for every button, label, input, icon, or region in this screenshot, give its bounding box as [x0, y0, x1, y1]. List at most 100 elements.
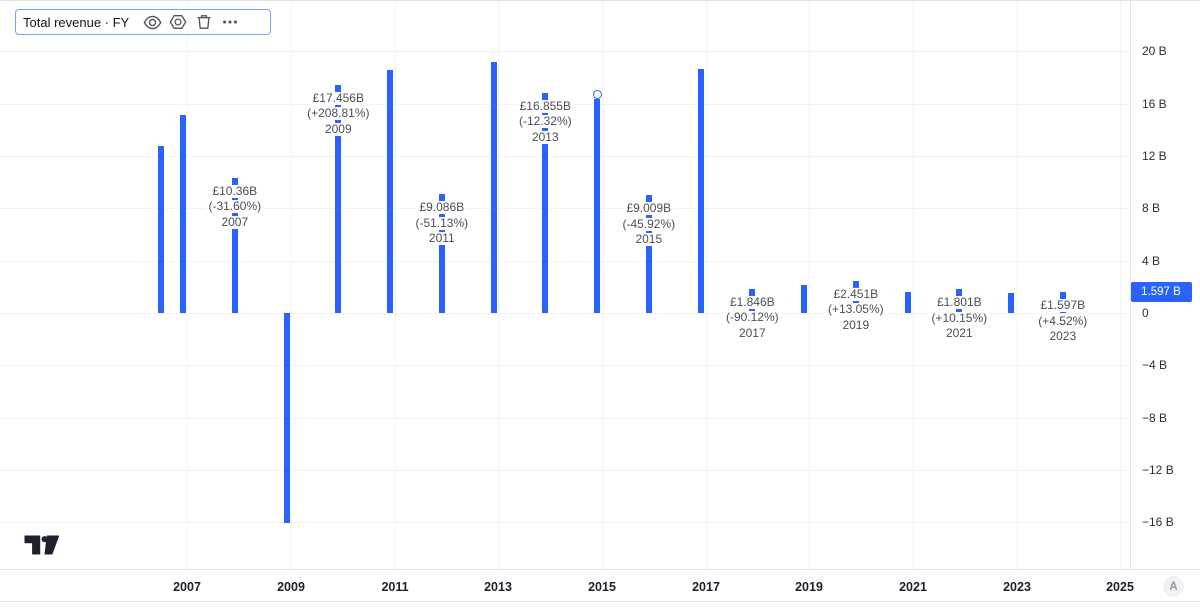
bar-label-line: 2023	[1008, 329, 1118, 345]
price-tick-label: 12 B	[1142, 149, 1167, 163]
time-tick-label: 2009	[277, 580, 305, 594]
gridline-horizontal	[0, 260, 1130, 262]
bar-value-label: £1.801B (+10.15%) 2021	[904, 295, 1014, 342]
gridline-vertical	[395, 1, 396, 569]
time-tick-label: 2013	[484, 580, 512, 594]
bar-label-line: (-45.92%)	[594, 217, 704, 233]
gridline-horizontal	[0, 522, 1130, 524]
bar-label-line: 2013	[490, 130, 600, 146]
price-tick-label: 16 B	[1142, 96, 1167, 111]
series-settings-button[interactable]	[165, 11, 191, 33]
series-title: Total revenue · FY	[23, 14, 130, 30]
revenue-bar[interactable]	[801, 284, 807, 313]
gridline-horizontal	[0, 156, 1130, 157]
bar-label-line: 2017	[697, 326, 807, 342]
revenue-bar[interactable]	[904, 291, 911, 313]
revenue-bar[interactable]	[542, 92, 549, 313]
more-options-button[interactable]	[217, 11, 243, 33]
avatar-letter: A	[1169, 580, 1178, 593]
settings-icon	[169, 13, 187, 31]
price-axis[interactable]: 20 B 16 B 12 B 8 B 4 B 0 −4 B −8 B −12 B −16 B 1.5…	[1130, 1, 1200, 569]
price-tick-label: −16 B	[1142, 515, 1174, 530]
bar-label-line: £17.456B	[283, 91, 393, 107]
bar-label-line: 2021	[904, 326, 1014, 342]
bar-label-line: 2015	[594, 232, 704, 248]
trash-icon	[195, 13, 213, 31]
bar-value-label: £2.451B (+13.05%) 2019	[801, 287, 911, 334]
revenue-bar[interactable]	[1008, 293, 1014, 313]
bar-label-line: (-31.60%)	[180, 199, 290, 215]
bar-value-label: £9.009B (-45.92%) 2015	[594, 201, 704, 248]
bar-label-line: (-12.32%)	[490, 114, 600, 130]
gridline-vertical	[602, 1, 603, 569]
bar-value-label: £9.086B (-51.13%) 2011	[387, 200, 497, 247]
bar-label-line: (-51.13%)	[387, 216, 497, 232]
revenue-bar[interactable]	[490, 61, 497, 313]
revenue-bar[interactable]	[335, 84, 342, 313]
gridline-horizontal	[0, 313, 1130, 314]
eye-icon	[143, 13, 162, 32]
bar-value-label: £1.846B (-90.12%) 2017	[697, 295, 807, 342]
bar-label-line: £16.855B	[490, 99, 600, 115]
revenue-bar[interactable]	[697, 68, 704, 313]
bar-label-line: 2009	[283, 122, 393, 138]
bar-label-line: (+4.52%)	[1008, 314, 1118, 330]
bar-label-line: £1.846B	[697, 295, 807, 311]
gridline-vertical	[1017, 1, 1018, 569]
gridline-horizontal	[0, 470, 1130, 471]
revenue-bar[interactable]	[645, 195, 652, 313]
attribution-avatar[interactable]: A	[1163, 576, 1184, 597]
gridline-vertical	[291, 1, 292, 569]
price-tick-label: 20 B	[1142, 44, 1167, 59]
bar-label-line: (+208.81%)	[283, 106, 393, 122]
remove-series-button[interactable]	[191, 11, 217, 33]
gridline-horizontal	[0, 417, 1130, 419]
bar-value-label: £17.456B (+208.81%) 2009	[283, 91, 393, 138]
bar-label-line: (+10.15%)	[904, 311, 1014, 327]
bar-label-line: £1.597B	[1008, 298, 1118, 314]
price-tick-label: −4 B	[1142, 358, 1168, 373]
bar-label-line: 2011	[387, 231, 497, 247]
price-tick-label: −8 B	[1142, 410, 1168, 425]
revenue-bar[interactable]	[158, 146, 164, 313]
gridline-horizontal	[0, 51, 1130, 53]
bar-value-label: £16.855B (-12.32%) 2013	[490, 99, 600, 146]
gridline-vertical	[809, 1, 810, 569]
selected-point-marker[interactable]	[592, 90, 602, 99]
bar-label-line: 2019	[801, 318, 911, 334]
series-toolbar[interactable]: Total revenue · FY	[15, 9, 271, 35]
gridline-horizontal	[0, 208, 1130, 210]
hide-series-button[interactable]	[139, 11, 165, 33]
time-axis[interactable]: 2007 2009 2011 2013 2015 2017 2019 2021 2023 2025	[0, 569, 1200, 601]
bar-label-line: £1.801B	[904, 295, 1014, 311]
revenue-bar[interactable]	[283, 313, 290, 523]
current-value-badge: 1.597 B	[1130, 282, 1192, 303]
price-tick-label: 0	[1142, 306, 1149, 320]
bar-label-line: £2.451B	[801, 287, 911, 303]
revenue-bar[interactable]	[594, 99, 600, 313]
price-tick-label: 4 B	[1142, 253, 1161, 268]
time-tick-label: 2007	[173, 580, 201, 594]
bar-value-label: £10.36B (-31.60%) 2007	[180, 184, 290, 231]
time-tick-label: 2011	[381, 580, 409, 594]
bottom-border	[0, 601, 1200, 608]
time-tick-label: 2021	[899, 580, 927, 594]
chart-plot-area[interactable]: £10.36B (-31.60%) 2007 £17.456B (+208.81%) 20…	[0, 1, 1130, 569]
revenue-bar[interactable]	[180, 114, 186, 313]
gridline-vertical	[913, 1, 914, 569]
bar-label-line: (-90.12%)	[697, 310, 807, 326]
gridline-horizontal	[0, 365, 1130, 367]
bar-label-line: £9.086B	[387, 200, 497, 216]
gridline-vertical	[498, 1, 499, 569]
gridline-vertical	[706, 1, 707, 569]
time-tick-label: 2025	[1106, 580, 1134, 594]
tradingview-logo[interactable]	[24, 535, 60, 560]
revenue-bar[interactable]	[387, 69, 393, 313]
bar-label-line: 2007	[180, 215, 290, 231]
revenue-bar[interactable]	[438, 194, 445, 313]
bar-label-line: (+13.05%)	[801, 302, 911, 318]
time-tick-label: 2017	[692, 580, 720, 594]
gridline-vertical	[187, 1, 188, 569]
revenue-bar[interactable]	[231, 177, 238, 313]
